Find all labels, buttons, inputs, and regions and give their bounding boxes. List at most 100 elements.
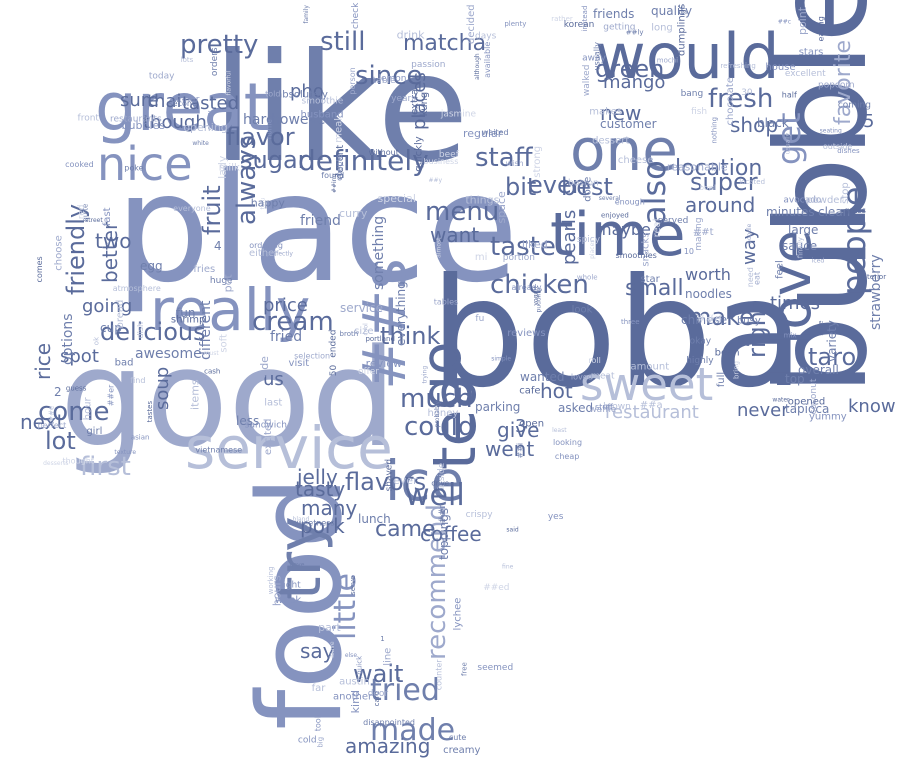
cloud-word-friendly: friendly <box>62 204 90 295</box>
cloud-word-yes: yes <box>548 512 564 522</box>
cloud-word-powder: powder <box>806 195 844 206</box>
cloud-word-almost: almost <box>435 237 442 258</box>
cloud-word-fried: fried <box>270 329 302 345</box>
cloud-word-available: available <box>483 42 492 78</box>
cloud-word-cup: cup <box>100 321 122 335</box>
cloud-word-bad: bad <box>115 357 134 368</box>
cloud-word-snacks: snacks <box>641 232 652 266</box>
cloud-word-popcorn: popcorn <box>818 81 855 91</box>
cloud-word-top: top <box>785 372 805 386</box>
cloud-word-right: right <box>743 302 771 358</box>
cloud-word-3: 3 <box>515 416 526 437</box>
cloud-word-n: ##n <box>438 503 448 524</box>
cloud-word-away: away <box>582 54 606 64</box>
cloud-word-absolutely: absolutely <box>276 90 328 101</box>
cloud-word-strawberry: strawberry <box>868 254 884 330</box>
cloud-word-overall: overall <box>798 363 839 377</box>
cloud-word-drink: drink <box>397 28 426 41</box>
cloud-word-opening: opening <box>183 121 227 134</box>
cloud-word-also: also <box>635 160 673 225</box>
cloud-word-last: last <box>264 398 282 409</box>
cloud-word-usually: usually <box>785 132 792 154</box>
cloud-word-large: large <box>788 223 818 237</box>
cloud-word-flavors: flavors <box>345 468 426 496</box>
cloud-word-cafe: cafe <box>519 385 540 396</box>
cloud-word-eating: eating <box>816 16 825 41</box>
cloud-word-pudding: pudding <box>535 288 542 313</box>
cloud-word-30: 30 <box>741 88 753 98</box>
cloud-word-wanted: wanted <box>520 370 564 384</box>
cloud-word-enjoyed: enjoyed <box>601 211 629 219</box>
cloud-word-days: days <box>475 32 497 42</box>
cloud-word-dumplings: dumplings <box>677 4 688 56</box>
cloud-word-wait: wait <box>353 660 403 688</box>
cloud-word-told: told <box>265 89 280 98</box>
cloud-word-check: check <box>351 2 361 29</box>
cloud-word-could: could <box>404 412 474 442</box>
cloud-word-quickly: quickly <box>414 136 425 172</box>
cloud-word-choose: choose <box>53 235 64 270</box>
cloud-word-say: say <box>300 639 335 663</box>
cloud-word-counter: counter <box>435 659 444 690</box>
cloud-word-white: white <box>192 140 209 147</box>
cloud-word-couple: couple <box>335 154 344 181</box>
cloud-word-sweet: sweet <box>580 358 713 411</box>
cloud-word-lots: lots <box>181 56 194 64</box>
cloud-word-soft: soft <box>219 334 230 353</box>
cloud-word-two: two <box>95 229 131 253</box>
cloud-word-sugar: sugar <box>240 146 308 174</box>
cloud-word-comes: comes <box>35 256 44 282</box>
cloud-word-items: items <box>188 379 201 410</box>
cloud-word-options: options <box>60 313 76 365</box>
cloud-word-coming: coming <box>838 101 871 111</box>
cloud-word-sandwich: sandwich <box>245 420 287 430</box>
cloud-word-4: 4 <box>214 239 222 253</box>
cloud-word-little: little <box>328 573 363 640</box>
cloud-word-star: star <box>640 274 660 285</box>
cloud-word-either: either <box>249 248 279 259</box>
cloud-word-poke: poke <box>124 164 143 173</box>
cloud-word-spot: spot <box>60 346 99 367</box>
cloud-word-guess: guess <box>66 384 87 392</box>
cloud-word-i: ##i <box>516 443 525 459</box>
cloud-word-enough: enough <box>615 197 645 206</box>
cloud-word-hours: hours <box>270 575 283 606</box>
cloud-word-perfectly: perfectly <box>266 251 293 258</box>
cloud-word-rice: rice <box>31 343 55 380</box>
cloud-word-bowl: bowl <box>700 184 716 192</box>
cloud-word-meal: meal <box>333 118 344 143</box>
cloud-word-perfect: perfect <box>38 421 67 430</box>
cloud-word-dish: dish <box>136 322 145 339</box>
cloud-word-served: served <box>658 216 689 226</box>
cloud-word-lot: lot <box>45 427 76 455</box>
cloud-word-variety: variety <box>825 320 839 362</box>
cloud-word-bang: bang <box>681 89 704 99</box>
cloud-word-finally: finally <box>796 237 804 258</box>
cloud-word-broth: broth <box>340 330 359 338</box>
cloud-word-since: since <box>355 61 423 91</box>
cloud-word-took: took <box>313 713 322 731</box>
cloud-word-going: going <box>82 296 132 317</box>
cloud-word-pho: pho <box>290 81 324 102</box>
cloud-word-home: home <box>265 119 273 139</box>
cloud-word-street: street <box>85 217 103 224</box>
cloud-word-maybe: maybe <box>596 220 651 239</box>
cloud-word-busy: busy <box>737 315 761 326</box>
cloud-word-special: special <box>378 192 416 205</box>
cloud-word-person: person <box>348 67 357 94</box>
cloud-word-ended: ended <box>329 330 339 358</box>
cloud-word-store: store <box>817 320 824 335</box>
cloud-word-nothing: nothing <box>711 117 719 144</box>
cloud-word-much: much <box>400 384 473 414</box>
cloud-word-outside: outside <box>823 142 853 151</box>
cloud-word-egg: egg <box>140 259 163 273</box>
cloud-word-pearls: pearls <box>559 210 580 265</box>
cloud-word-e: ##e <box>48 406 56 422</box>
cloud-word-er: ##er <box>107 384 116 406</box>
cloud-word-liked: liked <box>522 238 548 251</box>
cloud-word-getting: getting <box>603 23 635 33</box>
cloud-word-cheap: cheap <box>555 452 579 461</box>
cloud-word-girl: girl <box>86 426 102 437</box>
cloud-word-thai: thai <box>147 91 182 112</box>
cloud-word-quite: quite <box>81 204 89 222</box>
